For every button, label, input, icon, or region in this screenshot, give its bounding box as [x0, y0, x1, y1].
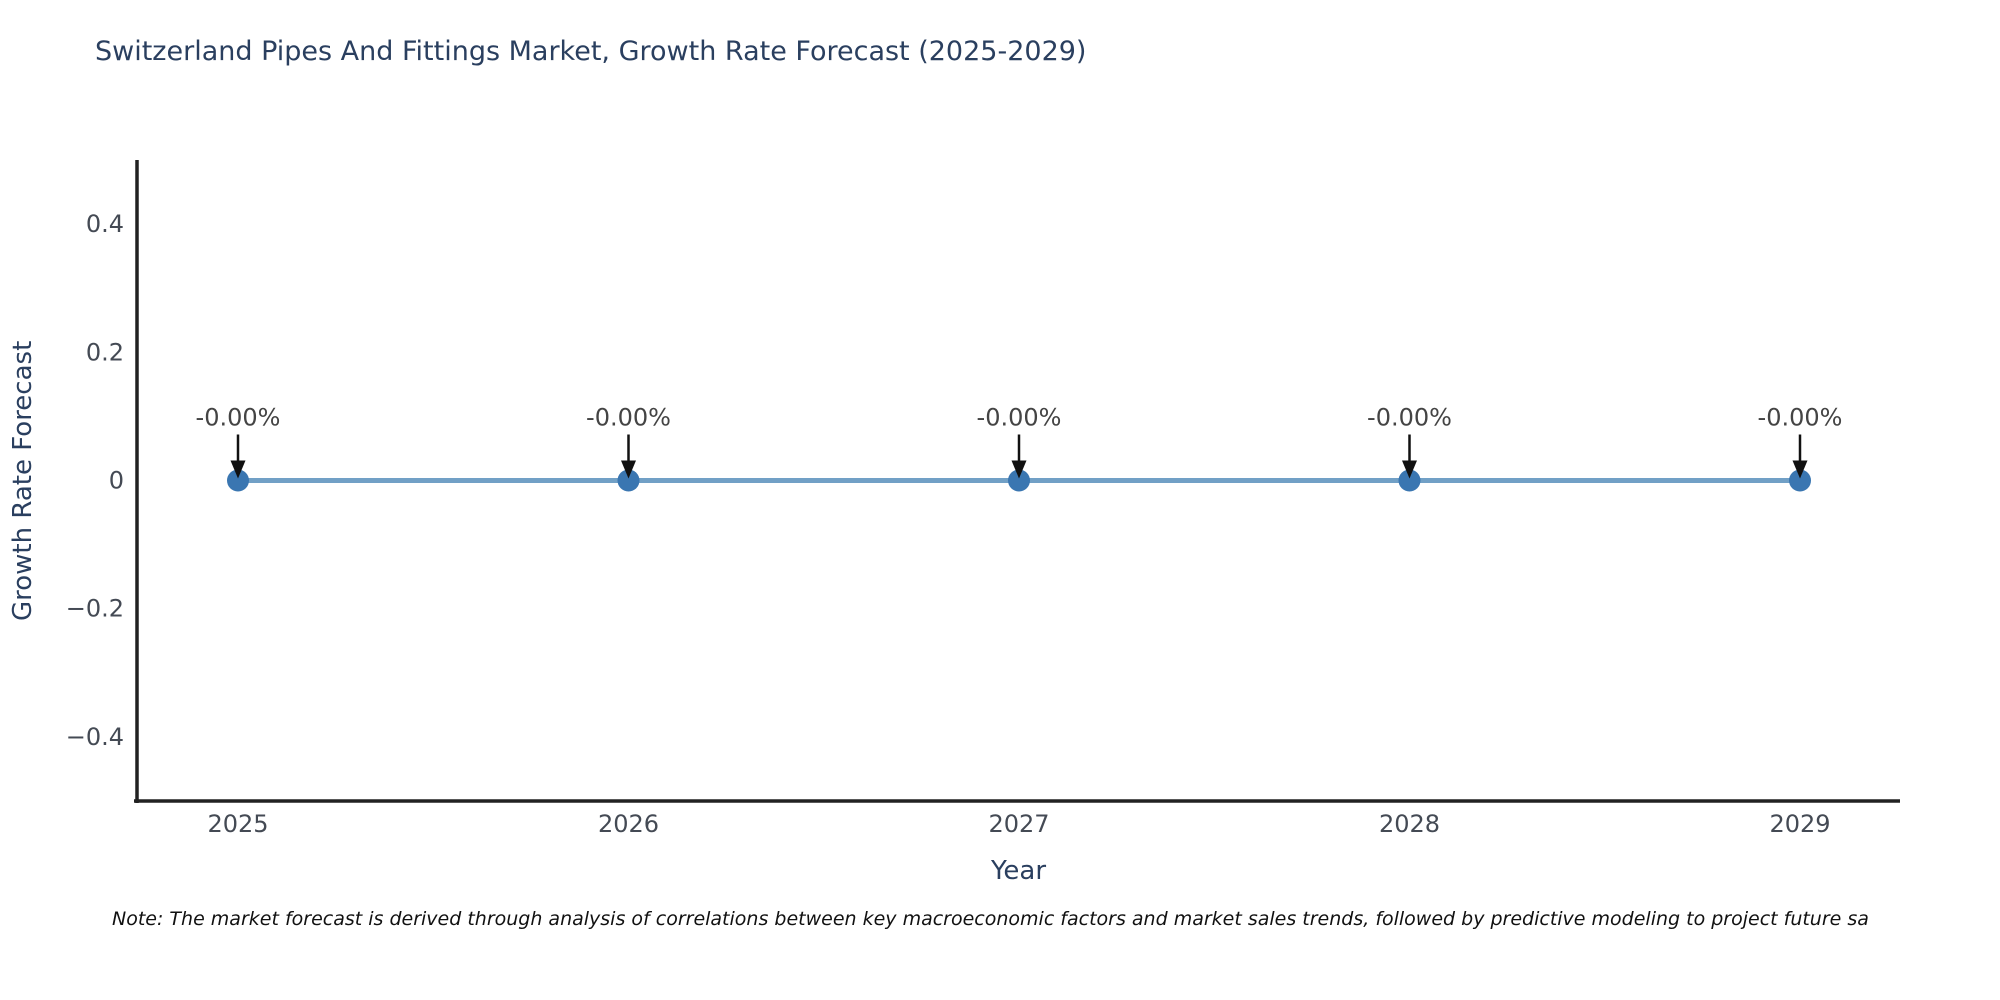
annotation-arrowhead [621, 460, 636, 479]
data-point-marker [617, 469, 640, 492]
annotation-arrowhead [1011, 460, 1027, 479]
x-tick-label: 2025 [207, 810, 268, 838]
chart-title: Switzerland Pipes And Fittings Market, G… [95, 36, 1087, 67]
x-tick-label: 2027 [988, 810, 1049, 838]
annotation-label: -0.00% [977, 404, 1062, 432]
annotation-label: -0.00% [1367, 404, 1452, 432]
data-point-marker [1398, 469, 1421, 492]
annotation-label: -0.00% [1758, 404, 1843, 432]
x-axis-title: Year [990, 856, 1047, 886]
annotation-label: -0.00% [586, 404, 671, 432]
data-point-marker [227, 469, 249, 492]
y-tick-label: −0.2 [66, 595, 124, 623]
annotation-arrowhead [1792, 460, 1808, 479]
x-tick-label: 2026 [598, 810, 659, 838]
footnote: Note: The market forecast is derived thr… [112, 908, 1869, 930]
x-tick-label: 2028 [1379, 810, 1440, 838]
annotation-arrowhead [230, 460, 246, 479]
annotation-label: -0.00% [196, 404, 281, 432]
data-point-marker [1008, 469, 1030, 492]
y-tick-label: −0.4 [66, 723, 124, 751]
y-tick-label: 0.4 [86, 210, 124, 238]
data-point-marker [1789, 469, 1811, 492]
x-tick-label: 2029 [1769, 810, 1830, 838]
y-tick-label: 0 [109, 467, 124, 495]
y-tick-label: 0.2 [86, 338, 124, 366]
annotation-arrowhead [1402, 460, 1417, 479]
